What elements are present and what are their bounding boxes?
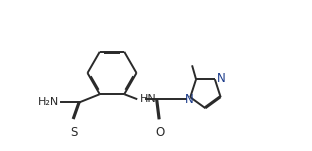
Text: S: S: [70, 126, 77, 139]
Text: N: N: [185, 93, 194, 106]
Text: O: O: [155, 126, 164, 139]
Text: N: N: [217, 72, 226, 85]
Text: HN: HN: [140, 94, 157, 104]
Text: H₂N: H₂N: [37, 97, 59, 107]
